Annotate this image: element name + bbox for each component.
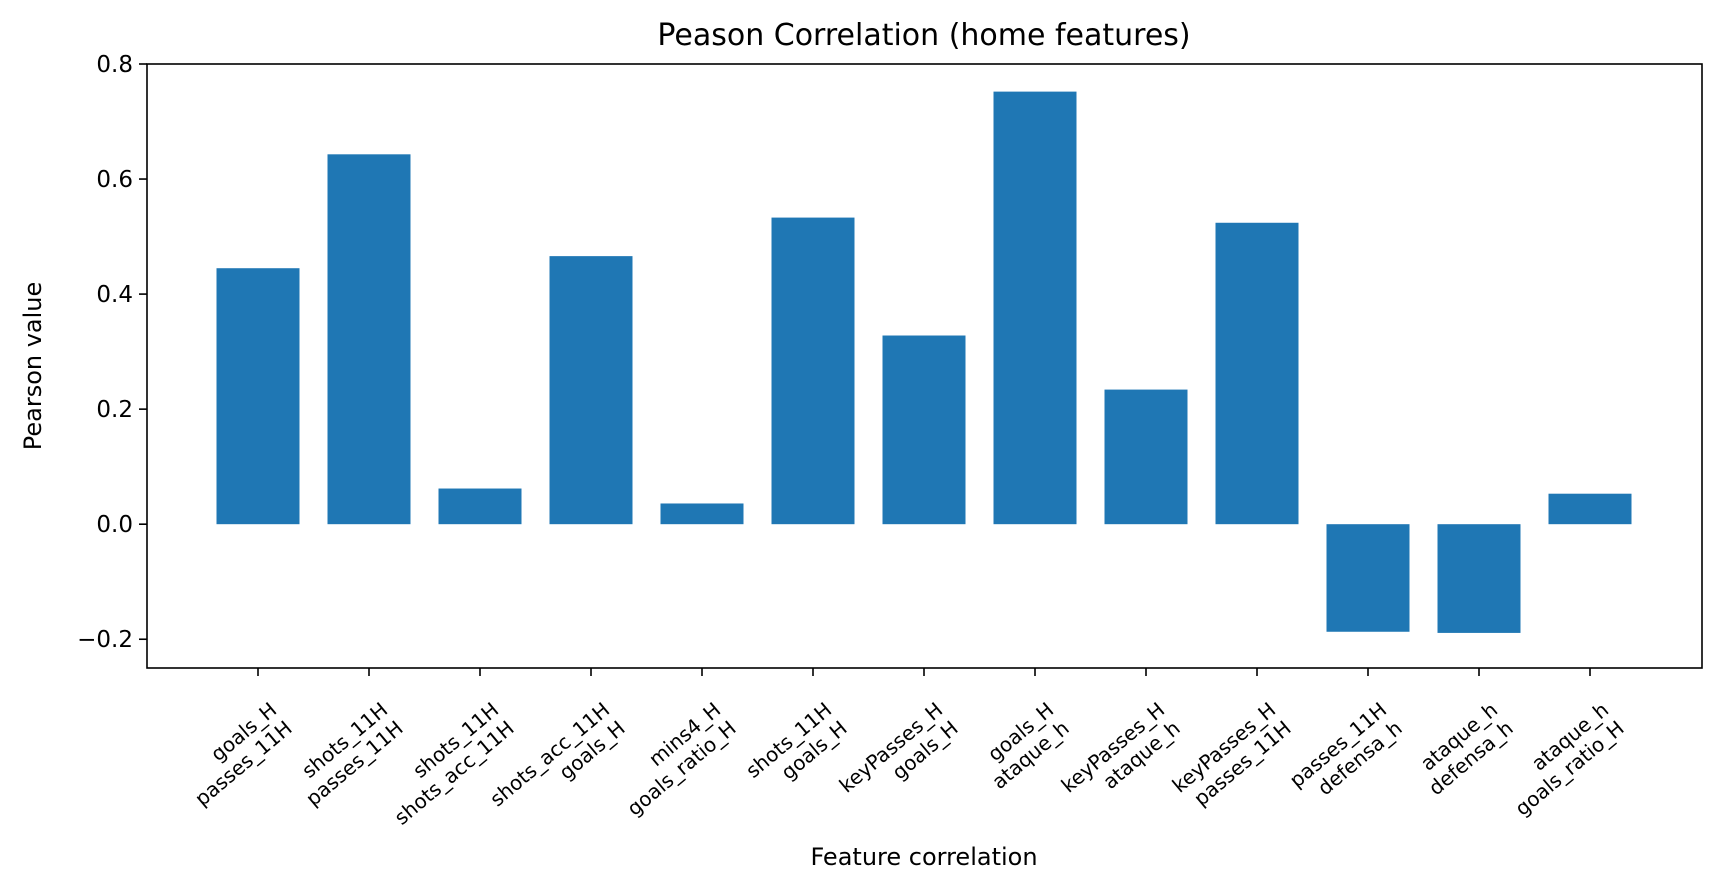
- x-tick-label: shots_11Hpasses_11H: [286, 697, 408, 810]
- bar-6: [771, 217, 855, 525]
- bar-5: [660, 503, 744, 525]
- bar-12: [1437, 524, 1521, 633]
- bars-layer: [216, 91, 1632, 633]
- x-tick-label: ataque_hgoals_ratio_H: [1495, 697, 1629, 820]
- bar-1: [216, 268, 300, 525]
- x-tick-label: shots_11Hshots_acc_11H: [374, 697, 518, 829]
- y-tick-label: 0.8: [96, 52, 133, 78]
- x-tick-label: passes_11Hdefensa_h: [1285, 697, 1407, 810]
- bar-4: [549, 256, 633, 525]
- x-tick-label: goals_Hpasses_11H: [175, 697, 297, 810]
- bar-2: [327, 154, 411, 525]
- x-tick-label: shots_11Hgoals_H: [741, 697, 852, 801]
- y-axis-label: Pearson value: [19, 282, 47, 451]
- bar-7: [882, 335, 966, 525]
- y-axis: −0.2 0.0 0.2 0.4 0.6 0.8: [77, 52, 147, 653]
- chart-title: Peason Correlation (home features): [657, 18, 1190, 53]
- bar-8: [993, 91, 1077, 525]
- x-tick-label: mins4_Hgoals_ratio_H: [607, 697, 741, 820]
- y-tick-label: 0.4: [96, 282, 133, 308]
- y-tick-label: 0.2: [96, 397, 133, 423]
- bar-3: [438, 488, 522, 525]
- bar-9: [1104, 389, 1188, 525]
- bar-13: [1548, 493, 1632, 525]
- x-tick-label: keyPasses_Hpasses_11H: [1167, 697, 1295, 815]
- x-axis: goals_Hpasses_11H shots_11Hpasses_11H shot…: [175, 668, 1629, 830]
- y-tick-label: 0.6: [96, 167, 133, 193]
- x-tick-label: ataque_hdefensa_h: [1408, 697, 1517, 800]
- x-axis-label: Feature correlation: [810, 843, 1037, 871]
- bar-10: [1215, 222, 1299, 525]
- x-tick-label: keyPasses_Hgoals_H: [834, 697, 962, 815]
- x-tick-label: shots_acc_11Hgoals_H: [485, 697, 629, 829]
- x-tick-label: keyPasses_Hataque_h: [1056, 697, 1184, 815]
- y-tick-label: 0.0: [96, 512, 133, 538]
- bar-11: [1326, 524, 1410, 632]
- y-tick-label: −0.2: [77, 627, 133, 653]
